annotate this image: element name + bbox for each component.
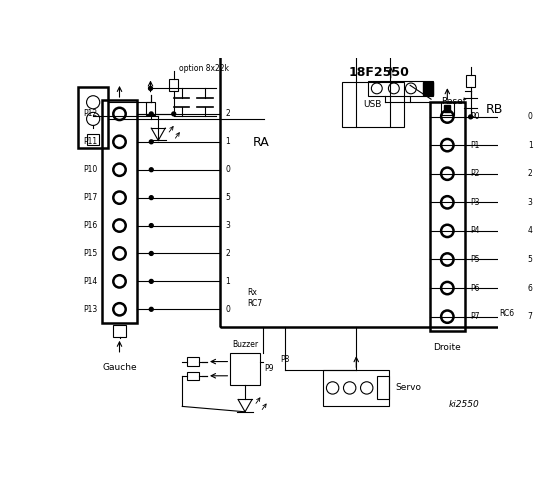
Text: Gauche: Gauche — [102, 362, 137, 372]
Text: P1: P1 — [471, 141, 480, 150]
Text: Droite: Droite — [434, 343, 461, 351]
Text: RB: RB — [486, 104, 503, 117]
Bar — [87, 134, 99, 145]
Text: P11: P11 — [83, 137, 97, 146]
Circle shape — [172, 112, 176, 116]
Text: P7: P7 — [471, 312, 480, 321]
Text: P9: P9 — [264, 364, 274, 373]
Bar — [377, 376, 389, 399]
Text: 1: 1 — [528, 141, 533, 150]
Bar — [441, 102, 453, 115]
Bar — [187, 357, 199, 366]
Bar — [113, 325, 126, 337]
Circle shape — [149, 86, 153, 90]
Circle shape — [149, 307, 153, 311]
Bar — [342, 82, 404, 127]
Text: P8: P8 — [280, 355, 289, 364]
Text: Reset: Reset — [441, 97, 467, 106]
Circle shape — [149, 140, 153, 144]
Text: P3: P3 — [471, 198, 480, 207]
Text: P0: P0 — [471, 112, 480, 121]
Bar — [324, 370, 389, 406]
Text: 1: 1 — [226, 277, 231, 286]
Text: P15: P15 — [83, 249, 97, 258]
Bar — [220, 0, 538, 327]
Text: 2: 2 — [528, 169, 533, 178]
Text: 18F2550: 18F2550 — [349, 67, 410, 80]
Text: 3: 3 — [528, 198, 533, 207]
Text: P16: P16 — [83, 221, 97, 230]
Text: P13: P13 — [83, 305, 97, 314]
Circle shape — [149, 224, 153, 228]
Circle shape — [149, 168, 153, 172]
Text: 0: 0 — [226, 305, 231, 314]
Text: P12: P12 — [83, 109, 97, 119]
Text: P2: P2 — [471, 169, 480, 178]
Bar — [169, 79, 178, 92]
Text: ki2550: ki2550 — [449, 399, 480, 408]
Circle shape — [149, 112, 153, 116]
Text: P5: P5 — [471, 255, 480, 264]
Bar — [146, 102, 155, 115]
Bar — [422, 82, 434, 95]
Text: P4: P4 — [471, 227, 480, 235]
Text: 0: 0 — [226, 165, 231, 174]
Bar — [444, 105, 451, 111]
Circle shape — [149, 196, 153, 200]
Text: 7: 7 — [528, 312, 533, 321]
Text: option 8x22k: option 8x22k — [179, 64, 229, 73]
Bar — [187, 372, 199, 380]
Text: Rx
RC7: Rx RC7 — [247, 288, 263, 308]
Text: 5: 5 — [226, 193, 231, 202]
Text: 5: 5 — [528, 255, 533, 264]
Bar — [430, 102, 465, 331]
Text: Buzzer: Buzzer — [232, 340, 258, 349]
Text: 0: 0 — [528, 112, 533, 121]
Bar — [231, 352, 260, 385]
Text: Servo: Servo — [395, 384, 421, 393]
Text: P10: P10 — [83, 165, 97, 174]
Text: 2: 2 — [226, 109, 231, 119]
Text: 4: 4 — [528, 227, 533, 235]
Circle shape — [149, 279, 153, 283]
Text: RC6: RC6 — [499, 309, 514, 318]
Bar — [368, 81, 434, 96]
Bar — [79, 87, 108, 148]
Text: P17: P17 — [83, 193, 97, 202]
Bar — [102, 100, 137, 323]
Bar — [466, 74, 475, 87]
Text: 3: 3 — [226, 221, 231, 230]
Text: USB: USB — [364, 100, 382, 109]
Circle shape — [468, 115, 472, 119]
Text: P6: P6 — [471, 284, 480, 293]
Text: 1: 1 — [226, 137, 231, 146]
Text: 2: 2 — [226, 249, 231, 258]
Circle shape — [149, 252, 153, 255]
Text: P14: P14 — [83, 277, 97, 286]
Text: RA: RA — [253, 136, 269, 149]
Text: 6: 6 — [528, 284, 533, 293]
